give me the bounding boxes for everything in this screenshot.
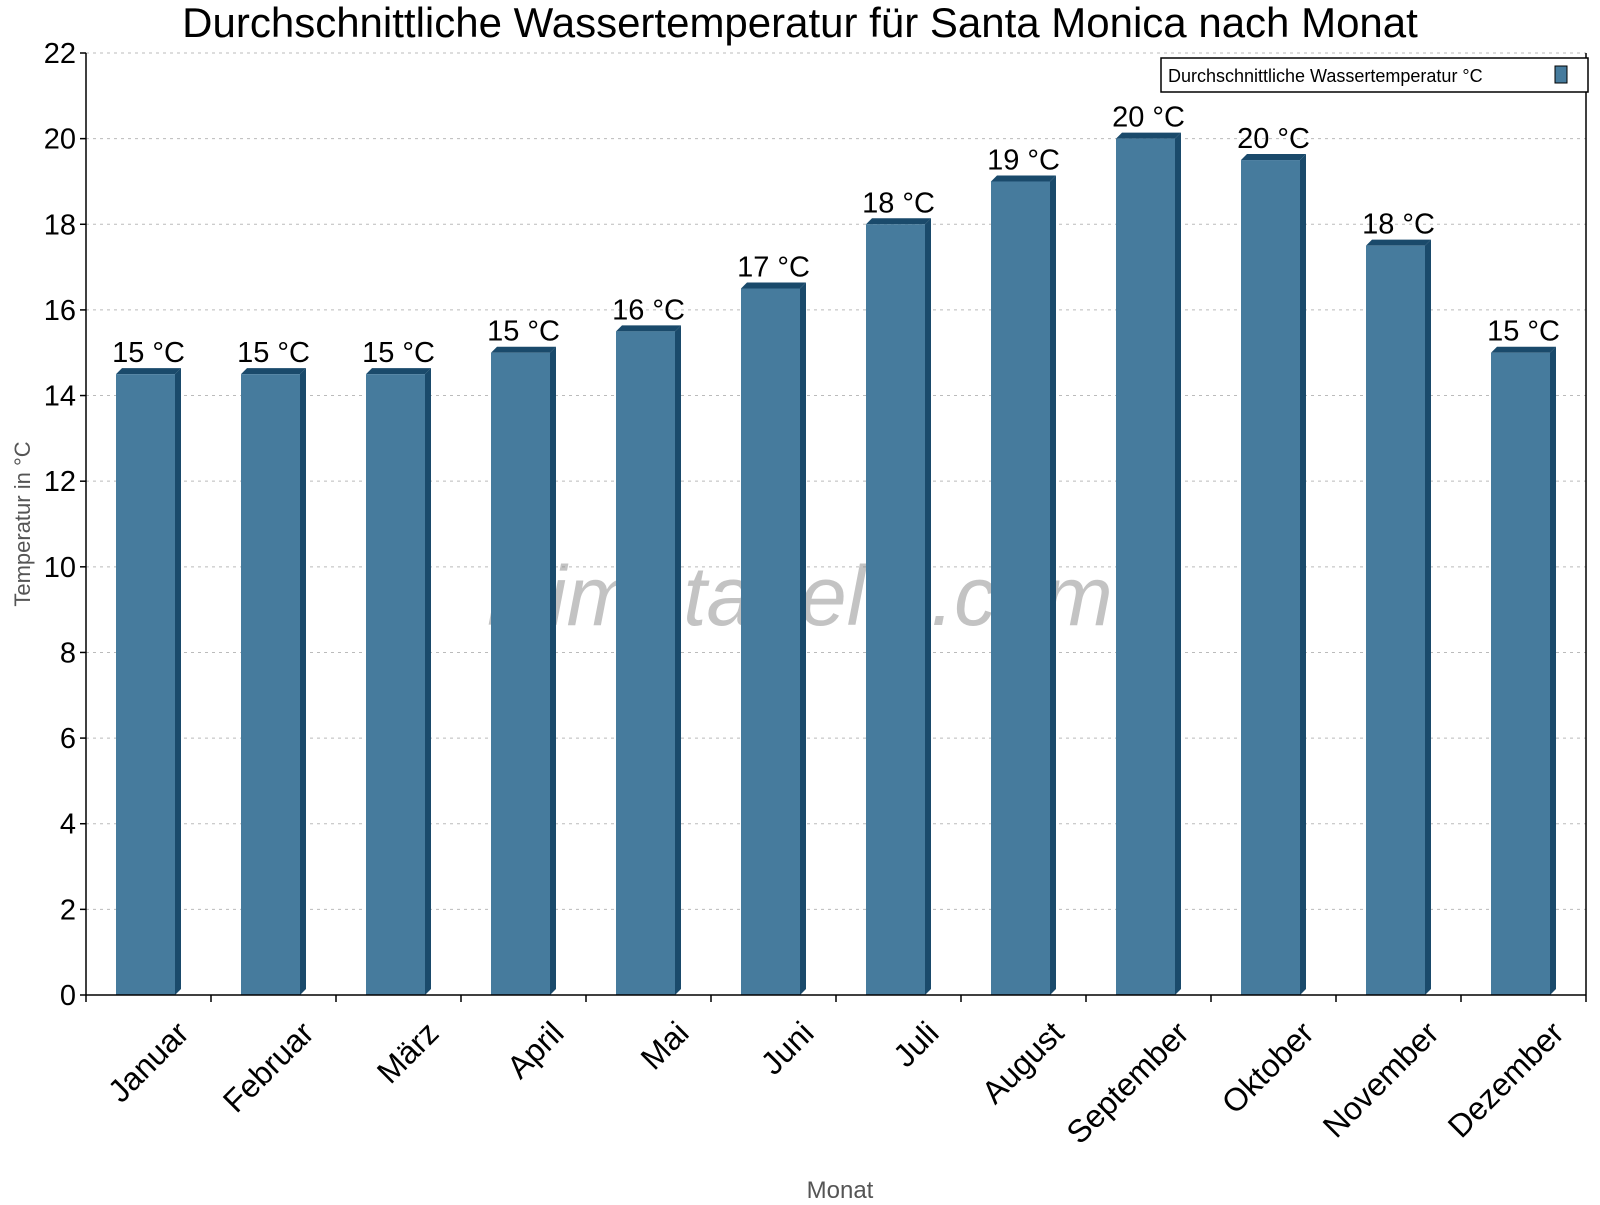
bar-side	[1300, 154, 1306, 995]
bar	[1491, 352, 1550, 995]
y-tick-label: 10	[44, 552, 76, 584]
bar-side	[175, 368, 181, 995]
x-tick-label: November	[1316, 1014, 1446, 1144]
data-label: 16 °C	[612, 294, 685, 326]
x-tick-label: August	[975, 1015, 1071, 1111]
y-tick-label: 18	[44, 209, 76, 241]
bar	[1241, 160, 1300, 995]
y-tick-label: 4	[60, 809, 76, 841]
legend: Durchschnittliche Wassertemperatur °C	[1160, 57, 1589, 93]
data-label: 20 °C	[1237, 123, 1310, 155]
bar-top	[366, 368, 431, 375]
bar	[491, 352, 550, 995]
bar-top	[991, 175, 1056, 182]
y-tick-label: 0	[60, 980, 76, 1012]
bars: 15 °C 15 °C 15 °C 15 °C 16 °C 17 °C 18 °C 19 °C…	[112, 102, 1560, 996]
bar-side	[300, 368, 306, 995]
bar-top	[241, 368, 306, 375]
x-tick-label: Oktober	[1215, 1014, 1321, 1120]
bar	[616, 331, 675, 995]
bar	[366, 374, 425, 995]
x-tick-label: September	[1059, 1014, 1195, 1150]
y-tick-label: 6	[60, 723, 76, 755]
bar-top	[1116, 132, 1181, 139]
bar-side	[1550, 346, 1556, 995]
bar-top	[866, 218, 931, 225]
data-label: 15 °C	[1487, 316, 1560, 348]
y-tick-label: 12	[44, 466, 76, 498]
y-tick-label: 22	[44, 38, 76, 70]
bar-side	[425, 368, 431, 995]
bar-side	[675, 325, 681, 995]
bar-top	[116, 368, 181, 375]
data-label: 20 °C	[1112, 102, 1185, 134]
bar-side	[800, 282, 806, 995]
bar-side	[1175, 132, 1181, 996]
x-tick-label: Mai	[634, 1015, 696, 1077]
bar-side	[925, 218, 931, 996]
bar	[116, 374, 175, 995]
bar	[866, 224, 925, 996]
x-tick-label: Juli	[886, 1015, 945, 1074]
bar	[1116, 138, 1175, 996]
x-tick-label: April	[500, 1015, 571, 1086]
legend-swatch	[1554, 65, 1568, 84]
gridlines	[86, 52, 1586, 910]
y-tick-label: 2	[60, 894, 76, 926]
x-tick-label: Juni	[754, 1015, 821, 1082]
bar-top	[491, 346, 556, 353]
data-label: 18 °C	[1362, 209, 1435, 241]
y-axis-label: Temperatur in °C	[10, 441, 35, 606]
bar	[741, 288, 800, 995]
x-axis-label: Monat	[807, 1177, 874, 1200]
data-label: 17 °C	[737, 252, 810, 284]
x-tick-label: Dezember	[1441, 1014, 1571, 1144]
bar	[1366, 245, 1425, 995]
chart-title: Durchschnittliche Wassertemperatur für S…	[182, 0, 1418, 46]
bar-side	[1050, 175, 1056, 996]
bar-top	[1241, 154, 1306, 161]
bar-top	[616, 325, 681, 332]
bar	[241, 374, 300, 995]
x-tick-label: Februar	[216, 1014, 321, 1119]
legend-label: Durchschnittliche Wassertemperatur °C	[1168, 66, 1483, 86]
y-tick-label: 16	[44, 295, 76, 327]
y-tick-label: 20	[44, 124, 76, 156]
bar-top	[741, 282, 806, 289]
bar	[991, 181, 1050, 996]
data-label: 15 °C	[237, 337, 310, 369]
bar-side	[550, 346, 556, 995]
y-tick-label: 14	[44, 381, 76, 413]
data-label: 19 °C	[987, 144, 1060, 176]
x-tick-label: März	[370, 1015, 446, 1091]
data-label: 15 °C	[487, 316, 560, 348]
data-label: 15 °C	[362, 337, 435, 369]
y-tick-label: 8	[60, 637, 76, 669]
bar-side	[1425, 239, 1431, 995]
x-tick-label: Januar	[101, 1014, 196, 1109]
bar-top	[1366, 239, 1431, 246]
data-label: 18 °C	[862, 187, 935, 219]
data-label: 15 °C	[112, 337, 185, 369]
bar-top	[1491, 346, 1556, 353]
